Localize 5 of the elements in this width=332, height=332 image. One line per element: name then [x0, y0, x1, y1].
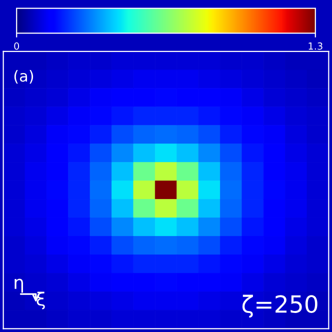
annotation: η [14, 278, 23, 293]
color-bar-label: 1.3 [308, 42, 322, 50]
annotation: (a) [14, 70, 34, 84]
annotation: ζ=250 [242, 294, 318, 318]
color-bar-label: 0 [14, 42, 20, 50]
